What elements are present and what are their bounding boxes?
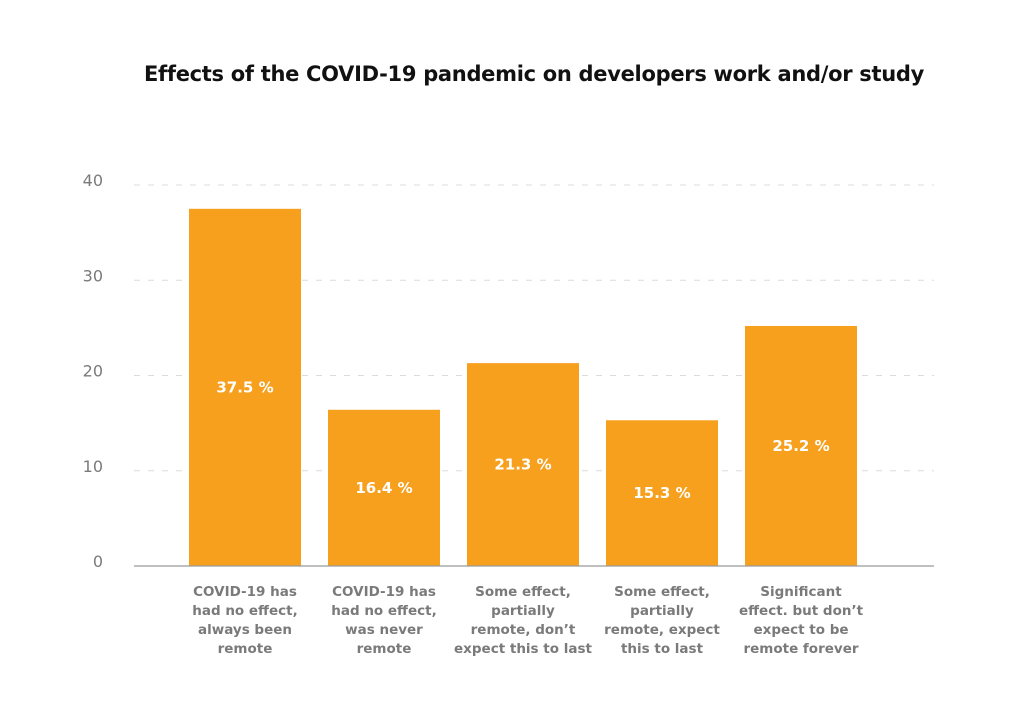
x-tick-label: Significant effect. but don’t expect to be…	[739, 584, 864, 657]
y-tick-label: 40	[83, 171, 103, 190]
bar	[328, 409, 440, 566]
bars: 37.5 % 16.4 % 21.3 % 15.3 % 25.2 %	[189, 208, 857, 566]
bar-value-label: 16.4 %	[355, 479, 412, 497]
bar-value-label: 15.3 %	[633, 484, 690, 502]
y-tick-label: 30	[83, 266, 103, 285]
y-tick-label: 0	[93, 552, 103, 571]
x-axis-labels: COVID-19 has had no effect, always been rem…	[192, 584, 863, 657]
bar-value-label: 21.3 %	[494, 456, 551, 474]
bar	[745, 325, 857, 566]
bar	[606, 420, 718, 566]
chart-title-text: Effects of the COVID-19 pandemic on deve…	[143, 62, 925, 86]
y-axis: 0 10 20 30 40	[83, 171, 103, 571]
x-tick-label: Some effect, partially remote, don’t expect…	[454, 584, 592, 657]
bar-value-label: 25.2 %	[772, 437, 829, 455]
x-tick-label: COVID-19 has had no effect, always been rem…	[192, 584, 298, 657]
bar	[467, 363, 579, 566]
y-tick-label: 10	[83, 457, 103, 476]
y-tick-label: 20	[83, 362, 103, 381]
bar-value-label: 37.5 %	[216, 378, 273, 396]
x-tick-label: Some effect, partially remote, expect this …	[604, 584, 720, 657]
chart-title: Effects of the COVID-19 pandemic on deve…	[0, 62, 1026, 86]
bar	[189, 208, 301, 566]
x-tick-label: COVID-19 has had no effect, was never remot…	[331, 584, 437, 657]
